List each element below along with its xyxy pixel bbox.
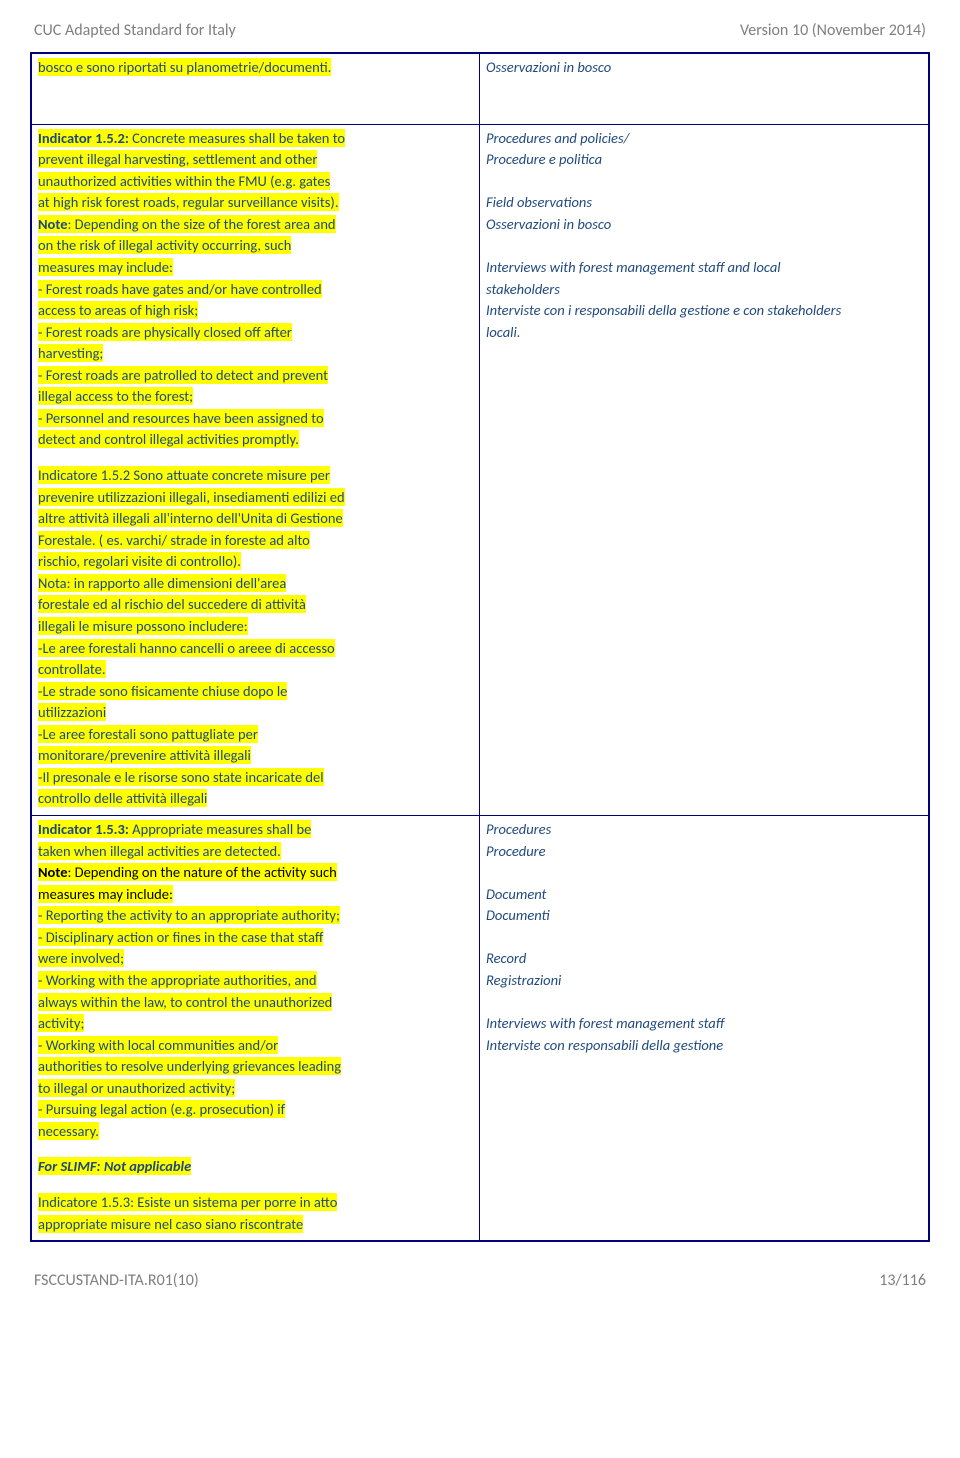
- text: - Forest roads are patrolled to detect a…: [38, 366, 328, 384]
- text: activity;: [38, 1014, 84, 1032]
- text: Appropriate measures shall be: [129, 820, 311, 838]
- text: prevenire utilizzazioni illegali, insedi…: [38, 488, 345, 506]
- text: Field observations: [486, 193, 592, 211]
- text: -Le strade sono fisicamente chiuse dopo …: [38, 682, 287, 700]
- text: utilizzazioni: [38, 703, 106, 721]
- text: - Forest roads are physically closed off…: [38, 323, 292, 341]
- text: Registrazioni: [486, 971, 561, 989]
- text: Indicatore 1.5.3: Esiste un sistema per …: [38, 1193, 337, 1211]
- text: taken when illegal activities are detect…: [38, 842, 281, 860]
- text: Document: [486, 885, 546, 903]
- page-header: CUC Adapted Standard for Italy Version 1…: [30, 20, 930, 42]
- text: Osservazioni in bosco: [486, 58, 611, 76]
- page-footer: FSCCUSTAND-ITA.R01(10) 13/116: [30, 1270, 930, 1292]
- text: on the risk of illegal activity occurrin…: [38, 236, 291, 254]
- text: - Personnel and resources have been assi…: [38, 409, 324, 427]
- text: measures may include:: [38, 885, 173, 903]
- slimf-note: For SLIMF: Not applicable: [38, 1157, 191, 1175]
- text: : Depending on the size of the forest ar…: [68, 215, 336, 233]
- table-row-1: bosco e sono riportati su planometrie/do…: [32, 54, 928, 125]
- text: always within the law, to control the un…: [38, 993, 332, 1011]
- text: Forestale. ( es. varchi/ strade in fores…: [38, 531, 310, 549]
- text: harvesting;: [38, 344, 103, 362]
- text: access to areas of high risk;: [38, 301, 198, 319]
- text: Interviste con i responsabili della gest…: [486, 301, 841, 319]
- text: to illegal or unauthorized activity;: [38, 1079, 235, 1097]
- cell-left: Indicator 1.5.3: Appropriate measures sh…: [32, 816, 480, 1240]
- content-table: bosco e sono riportati su planometrie/do…: [30, 52, 930, 1243]
- text: detect and control illegal activities pr…: [38, 430, 299, 448]
- text: illegal access to the forest;: [38, 387, 193, 405]
- text: forestale ed al rischio del succedere di…: [38, 595, 306, 613]
- text: bosco e sono riportati su planometrie/do…: [38, 58, 331, 76]
- cell-left: bosco e sono riportati su planometrie/do…: [32, 54, 480, 124]
- text: monitorare/prevenire attività illegali: [38, 746, 251, 764]
- header-right: Version 10 (November 2014): [740, 20, 926, 42]
- text: - Disciplinary action or fines in the ca…: [38, 928, 323, 946]
- text: - Working with local communities and/or: [38, 1036, 278, 1054]
- cell-right: Procedures and policies/ Procedure e pol…: [480, 125, 928, 815]
- text: Concrete measures shall be taken to: [129, 129, 345, 147]
- text: Record: [486, 949, 526, 967]
- text: -Le aree forestali hanno cancelli o aree…: [38, 639, 335, 657]
- text: Procedure: [486, 842, 546, 860]
- text: Procedure e politica: [486, 150, 602, 168]
- text: Osservazioni in bosco: [486, 215, 611, 233]
- text: rischio, regolari visite di controllo).: [38, 552, 241, 570]
- table-row-3: Indicator 1.5.3: Appropriate measures sh…: [32, 816, 928, 1240]
- text: authorities to resolve underlying grieva…: [38, 1057, 341, 1075]
- text: -Le aree forestali sono pattugliate per: [38, 725, 258, 743]
- text: prevent illegal harvesting, settlement a…: [38, 150, 317, 168]
- text: altre attività illegali all'interno dell…: [38, 509, 343, 527]
- text: controllate.: [38, 660, 106, 678]
- text: measures may include:: [38, 258, 173, 276]
- text: - Reporting the activity to an appropria…: [38, 906, 340, 924]
- indicator-label: Indicator 1.5.2:: [38, 129, 129, 147]
- header-left: CUC Adapted Standard for Italy: [34, 20, 236, 42]
- text: illegali le misure possono includere:: [38, 617, 248, 635]
- text: Interviste con responsabili della gestio…: [486, 1036, 723, 1054]
- text: stakeholders: [486, 280, 560, 298]
- cell-left: Indicator 1.5.2: Concrete measures shall…: [32, 125, 480, 815]
- text: Indicatore 1.5.2 Sono attuate concrete m…: [38, 466, 330, 484]
- text: at high risk forest roads, regular surve…: [38, 193, 339, 211]
- text: Procedures: [486, 820, 551, 838]
- text: Nota: in rapporto alle dimensioni dell'a…: [38, 574, 286, 592]
- text: Procedures and policies/: [486, 129, 629, 147]
- cell-right: Procedures Procedure Document Documenti …: [480, 816, 928, 1240]
- text: necessary.: [38, 1122, 99, 1140]
- text: - Forest roads have gates and/or have co…: [38, 280, 322, 298]
- text: - Pursuing legal action (e.g. prosecutio…: [38, 1100, 285, 1118]
- table-row-2: Indicator 1.5.2: Concrete measures shall…: [32, 125, 928, 816]
- text: appropriate misure nel caso siano riscon…: [38, 1215, 303, 1233]
- text: -Il presonale e le risorse sono state in…: [38, 768, 324, 786]
- text: Interviews with forest management staff: [486, 1014, 724, 1032]
- text: Documenti: [486, 906, 550, 924]
- text: unauthorized activities within the FMU (…: [38, 172, 330, 190]
- indicator-label: Indicator 1.5.3:: [38, 820, 129, 838]
- text: locali.: [486, 323, 520, 341]
- note-label: Note: [38, 215, 68, 233]
- text: controllo delle attività illegali: [38, 789, 207, 807]
- footer-left: FSCCUSTAND-ITA.R01(10): [34, 1270, 199, 1292]
- text: : Depending on the nature of the activit…: [68, 863, 337, 881]
- cell-right: Osservazioni in bosco: [480, 54, 928, 124]
- note-label: Note: [38, 863, 68, 881]
- footer-right: 13/116: [879, 1270, 926, 1292]
- text: Interviews with forest management staff …: [486, 258, 781, 276]
- text: - Working with the appropriate authoriti…: [38, 971, 317, 989]
- text: were involved;: [38, 949, 124, 967]
